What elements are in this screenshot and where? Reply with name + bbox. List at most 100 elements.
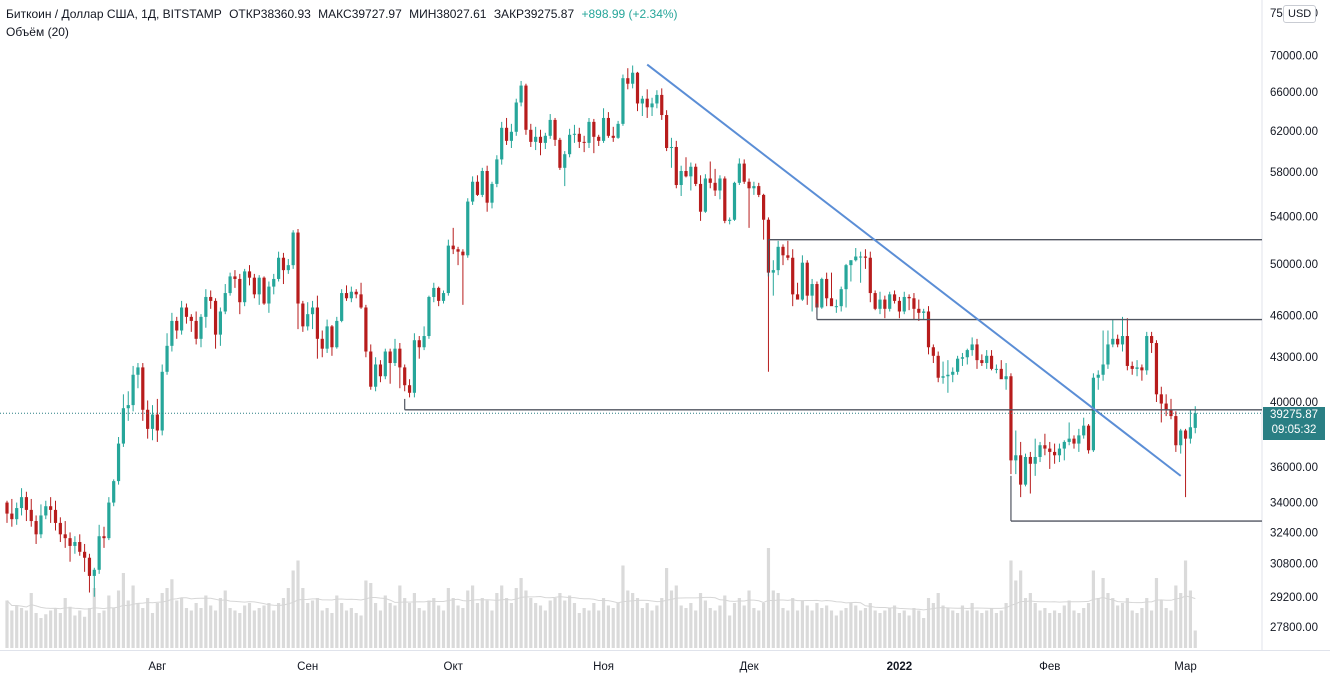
volume-bar (989, 608, 994, 648)
candle-body (504, 127, 509, 141)
candle-body (708, 178, 712, 183)
volume-bar (572, 603, 577, 648)
volume-bar (999, 610, 1003, 648)
low-value: 38027.61 (436, 7, 487, 21)
candle-body (407, 385, 412, 393)
candle-body (49, 506, 53, 510)
volume-bar (1043, 608, 1047, 648)
candle-body (1004, 376, 1008, 380)
volume-bar (451, 598, 455, 648)
candle-body (529, 129, 533, 142)
candle (286, 258, 290, 274)
candle (310, 300, 315, 330)
candle-body (989, 355, 994, 369)
volume-bar (946, 608, 950, 648)
volume-bar (1135, 613, 1139, 648)
grid (0, 0, 1330, 651)
volume-bar (485, 600, 489, 648)
volume-bar (310, 600, 315, 648)
candle (655, 90, 659, 109)
volume-bar (1009, 560, 1013, 648)
volume-bar (87, 608, 92, 648)
x-tick-label: Ноя (593, 661, 614, 673)
candle-body (888, 294, 892, 309)
candle (446, 239, 450, 296)
candle-body (548, 119, 552, 136)
candle (810, 278, 814, 312)
candle-body (417, 340, 421, 348)
time-axis[interactable]: Авг Сен Окт Ноя Дек 2022 Фев Мар (148, 661, 1196, 673)
volume-bar (514, 588, 518, 648)
volume-bar (616, 603, 620, 648)
volume-bar (252, 610, 256, 648)
candle-body (68, 538, 72, 546)
candle-body (1111, 338, 1115, 345)
candle (587, 117, 591, 149)
candle-body (800, 262, 804, 300)
candle-body (1062, 441, 1066, 449)
candle (218, 307, 222, 346)
candle-body (514, 102, 518, 132)
candle-body (213, 300, 218, 335)
candle (800, 255, 804, 301)
volume-bar (272, 610, 276, 648)
candle (854, 248, 858, 262)
candle (340, 289, 344, 323)
candle-body (1038, 445, 1042, 457)
candle-body (83, 551, 87, 558)
candle-body (810, 284, 814, 296)
symbol-title[interactable]: Биткоин / Доллар США, 1Д, BITSTAMP (6, 7, 222, 21)
candle-body (490, 183, 494, 203)
candle (1130, 361, 1134, 375)
drawings[interactable] (0, 63, 1262, 522)
volume-bar (112, 608, 116, 648)
volume-bar (568, 595, 572, 648)
x-tick-label: 2022 (887, 661, 913, 673)
candle (437, 286, 441, 307)
candle-body (325, 326, 329, 349)
volume-bar (694, 610, 698, 648)
candle-body (931, 347, 935, 356)
candle (912, 293, 916, 320)
open-label: ОТКР (229, 7, 261, 21)
candle (839, 286, 843, 312)
candle (15, 502, 19, 525)
candle-body (141, 367, 145, 410)
candle-body (626, 78, 630, 84)
candle (344, 285, 349, 301)
candle-body (335, 320, 339, 348)
candle (291, 230, 295, 269)
candle-body (791, 257, 795, 295)
currency-button[interactable]: USD (1283, 5, 1317, 23)
candle-body (301, 303, 305, 327)
volume-legend[interactable]: Объём (20) (6, 25, 73, 39)
volume-bar (771, 590, 775, 648)
volume-label[interactable]: Объём (20) (6, 25, 69, 39)
volume-bar (1067, 600, 1071, 648)
candle-body (97, 536, 101, 570)
candle (820, 277, 824, 309)
candle (1072, 435, 1076, 449)
candle-body (340, 293, 344, 321)
candle (936, 351, 940, 383)
candle-body (456, 249, 460, 252)
candle (970, 337, 974, 356)
candle (640, 95, 644, 117)
volume-bar (708, 608, 712, 648)
volume-bar (810, 610, 814, 648)
candle (902, 291, 906, 315)
volume-bar (1057, 613, 1062, 648)
candle-body (320, 338, 324, 349)
volume-bar (742, 605, 746, 648)
candle-body (315, 307, 319, 339)
candle (873, 290, 877, 311)
candle (471, 176, 475, 205)
volume-bar (897, 613, 901, 648)
candle (514, 98, 518, 136)
volume-bar (975, 610, 979, 648)
price-axis[interactable]: 75000.0070000.0066000.0062000.0058000.00… (1270, 8, 1318, 634)
candle-body (563, 154, 567, 168)
volume-bar (820, 608, 824, 648)
